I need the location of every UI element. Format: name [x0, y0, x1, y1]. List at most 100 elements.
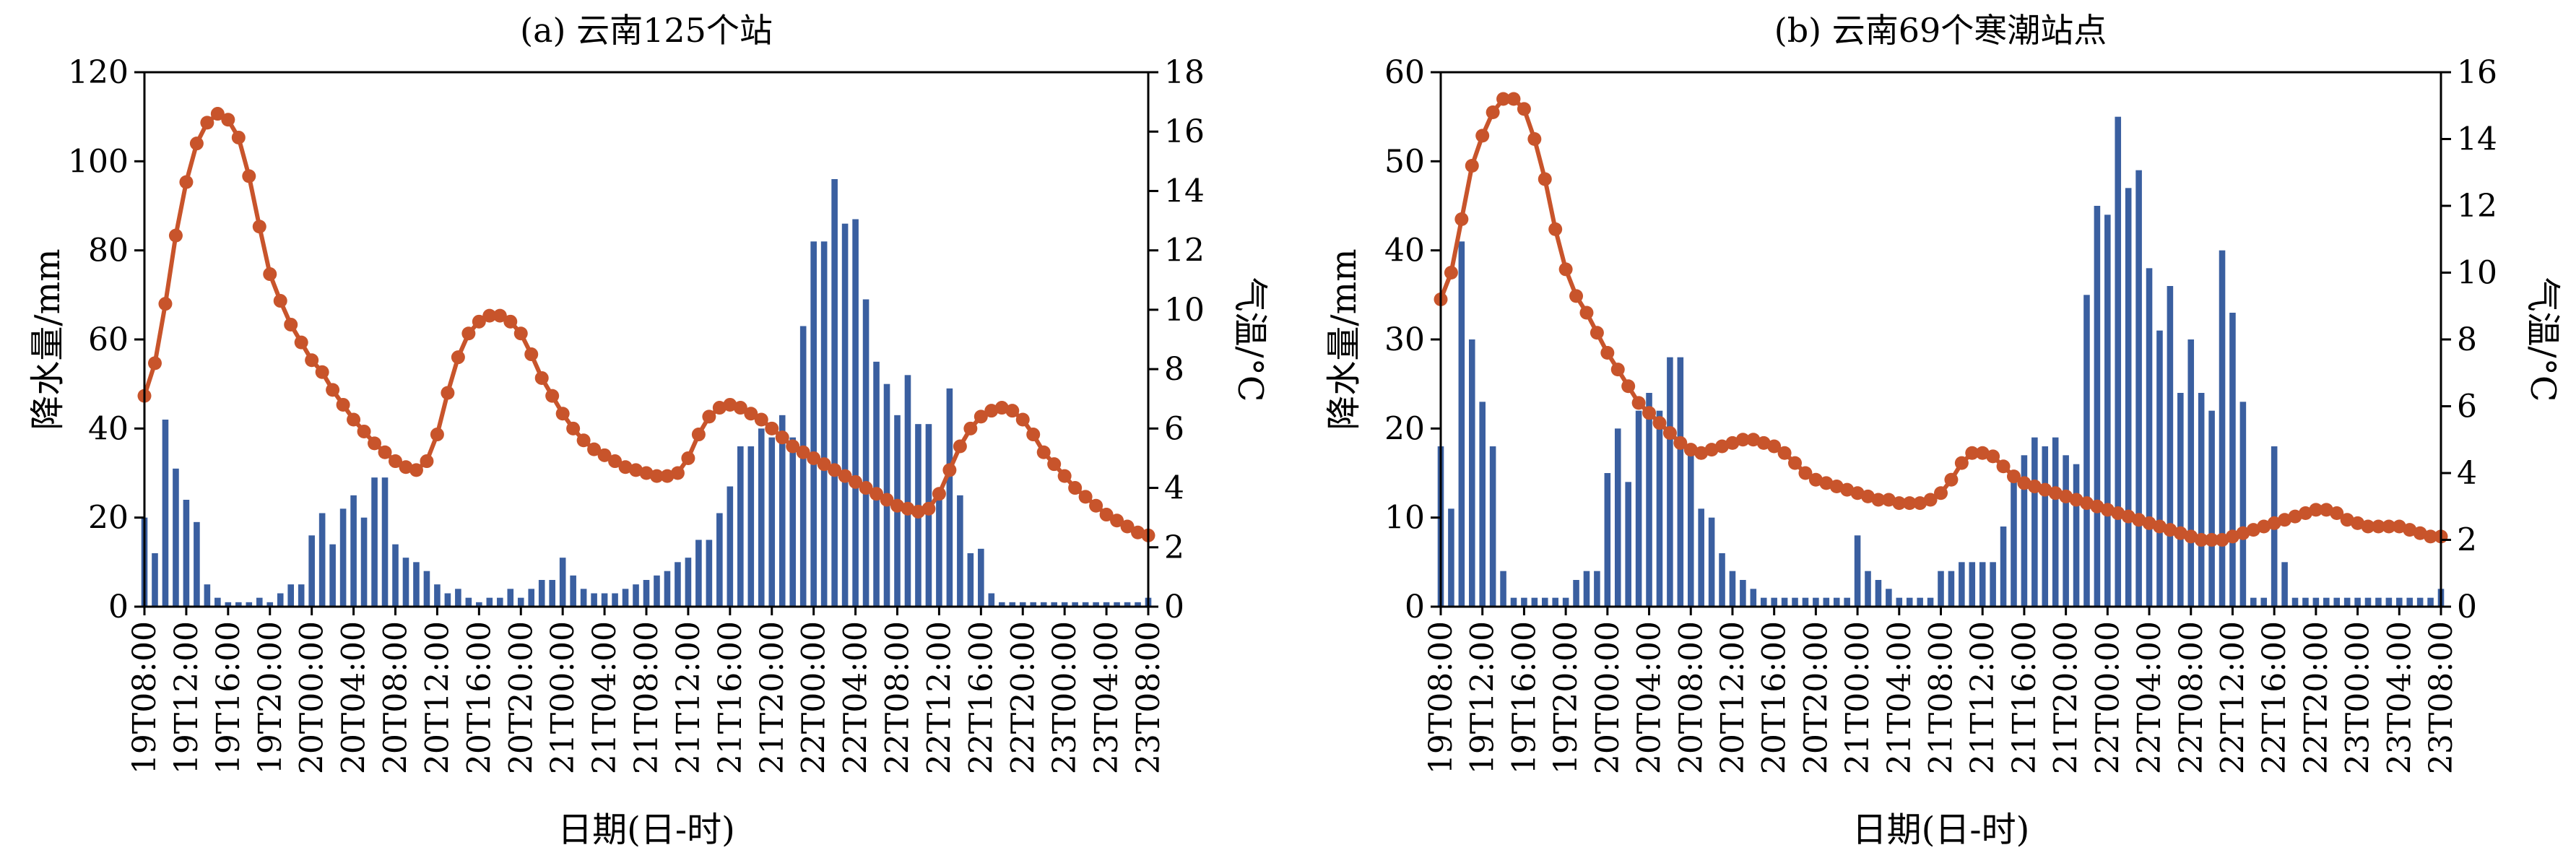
temp-point: [1850, 486, 1865, 500]
precip-bar: [225, 602, 232, 607]
precip-bar: [936, 500, 942, 607]
temp-point: [430, 428, 444, 442]
precip-bar: [1019, 602, 1026, 607]
temp-point: [587, 442, 602, 456]
temp-point: [200, 116, 214, 130]
temp-point: [2142, 516, 2156, 530]
precip-bar: [1844, 597, 1850, 607]
temp-point: [765, 421, 779, 436]
y-left-tick-label: 60: [88, 321, 129, 358]
temp-point: [859, 481, 873, 495]
temp-point: [1590, 326, 1604, 340]
precip-bar: [904, 375, 911, 607]
precip-bar: [988, 593, 995, 607]
y-left-tick-label: 60: [1384, 54, 1425, 91]
precip-bar: [538, 580, 545, 607]
y-right-tick-label: 4: [1164, 470, 1184, 507]
temp-point: [901, 501, 915, 516]
precip-bar: [1886, 589, 1892, 607]
x-tick-label: 20T12:00: [419, 621, 456, 774]
temp-point: [608, 454, 623, 469]
x-tick-label: 22T08:00: [2173, 621, 2210, 774]
precip-bar: [517, 597, 524, 607]
temperature-line: [1439, 97, 2441, 542]
y-left-tick-label: 30: [1384, 321, 1425, 358]
precip-bar: [350, 495, 357, 607]
y-left-tick-label: 40: [1384, 233, 1425, 269]
x-tick-label: 20T20:00: [503, 621, 539, 774]
temp-point: [1120, 519, 1135, 534]
y-right-tick-label: 2: [2457, 522, 2477, 559]
precip-bar: [1833, 597, 1840, 607]
x-tick-label: 19T16:00: [1506, 621, 1543, 774]
precip-bar: [318, 513, 326, 607]
temp-point: [1735, 433, 1750, 447]
temp-point: [691, 428, 706, 442]
temp-point: [828, 463, 842, 477]
precip-bar: [392, 544, 399, 607]
temp-point: [1746, 433, 1761, 447]
precip-bar: [1854, 535, 1861, 607]
temp-point: [942, 463, 957, 477]
x-tick-label: 21T12:00: [670, 621, 707, 774]
precip-bar: [1750, 589, 1757, 607]
precip-bar: [831, 179, 838, 607]
precip-bar: [1061, 602, 1068, 607]
temp-point: [305, 353, 319, 368]
temp-point: [618, 460, 633, 474]
temp-point: [1078, 490, 1093, 504]
precip-bar: [2167, 286, 2174, 607]
precip-bar: [486, 597, 493, 607]
precip-bar: [2364, 597, 2372, 607]
precip-bar: [967, 553, 974, 607]
x-tick-label: 20T16:00: [461, 621, 498, 774]
temp-point: [451, 350, 465, 365]
y-right-tick-label: 6: [1164, 410, 1184, 447]
precip-bar: [1917, 597, 1923, 607]
y-right-tick-label: 16: [1164, 113, 1205, 150]
precip-bar: [162, 420, 169, 607]
precip-bar: [1051, 602, 1057, 607]
precip-bar: [2354, 597, 2361, 607]
x-axis-label: 日期(日-时): [1852, 810, 2030, 850]
precip-bar: [1677, 357, 1684, 607]
precip-bar: [528, 589, 535, 607]
x-tick-label: 22T04:00: [2131, 621, 2168, 774]
temp-point: [1036, 445, 1051, 459]
x-tick-label: 22T12:00: [921, 621, 958, 774]
x-tick-label: 19T12:00: [1465, 621, 1501, 774]
precip-bar: [1865, 571, 1871, 607]
temp-point: [1881, 493, 1896, 507]
precip-bar: [1604, 473, 1611, 607]
temp-point: [1538, 172, 1552, 186]
precip-bar: [2291, 597, 2299, 607]
precip-bar: [820, 241, 828, 607]
x-tick-label: 21T08:00: [1923, 621, 1960, 774]
precip-bar: [496, 597, 503, 607]
precip-bar: [2052, 437, 2059, 607]
precip-bar: [2302, 597, 2309, 607]
temp-point: [1652, 416, 1667, 430]
precip-bar: [1093, 602, 1099, 607]
temp-point: [2288, 509, 2302, 524]
x-tick-label: 20T00:00: [294, 621, 331, 774]
x-tick-label: 23T00:00: [1046, 621, 1083, 774]
temp-point: [1715, 439, 1730, 454]
temp-point: [1934, 486, 1948, 500]
temp-point: [1099, 508, 1114, 522]
precip-bar: [612, 593, 618, 607]
precip-bar: [1708, 517, 1715, 607]
temp-point: [158, 297, 173, 311]
x-tick-label: 22T04:00: [838, 621, 875, 774]
precip-bar: [1562, 597, 1569, 607]
precip-bar: [266, 602, 274, 607]
temp-point: [252, 220, 266, 234]
precip-bar: [1510, 597, 1517, 607]
precip-bar: [308, 535, 315, 607]
precip-bar: [1489, 446, 1496, 607]
precip-bar: [1082, 602, 1089, 607]
precip-bar: [706, 540, 713, 607]
temp-point: [1704, 443, 1719, 457]
precip-bar: [2104, 214, 2111, 607]
x-tick-label: 20T00:00: [1590, 621, 1626, 774]
